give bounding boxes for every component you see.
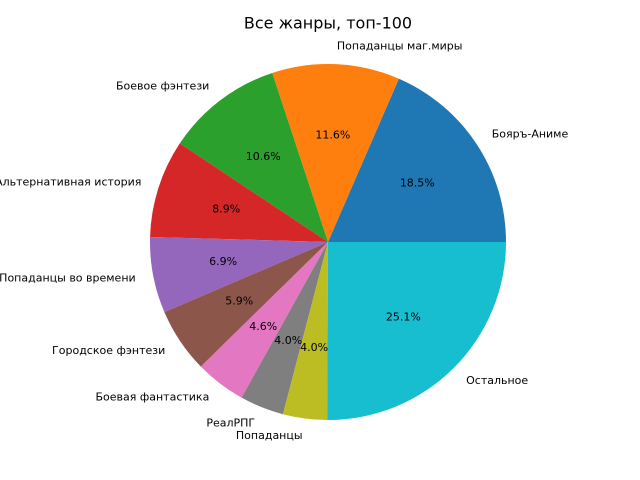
slice-label: Бояръ-Аниме [492,128,569,141]
slice-label: Попаданцы во времени [0,272,136,285]
slice-label: Боевая фантастика [95,391,209,404]
slice-label: Альтернативная история [0,176,141,189]
pie-slice [282,242,328,420]
pie-slice [150,236,328,313]
pie-slice [164,242,328,367]
pie-slice [150,143,328,242]
slice-label: Боевое фэнтези [116,79,209,92]
value-label: 5.9% [225,294,253,307]
slice-label: Остальное [466,374,528,387]
pie-slice [241,242,328,415]
pie-slice [328,78,506,242]
pie-slice [327,242,506,420]
value-label: 4.0% [274,334,302,347]
value-label: 25.1% [386,311,421,324]
slice-label: Городское фэнтези [52,344,165,357]
value-label: 6.9% [209,255,237,268]
chart-title: Все жанры, топ-100 [244,14,412,33]
pie-slice [272,63,399,243]
value-label: 8.9% [212,203,240,216]
value-label: 10.6% [246,150,281,163]
value-label: 4.0% [300,341,328,354]
slice-label: Попаданцы [236,429,303,442]
value-label: 18.5% [400,176,435,189]
value-label: 11.6% [315,128,350,141]
pie-slice [179,72,328,242]
slice-label: РеалРПГ [206,417,255,430]
value-label: 4.6% [249,320,277,333]
pie-slice [200,242,328,398]
slice-label: Попаданцы маг.миры [337,39,463,52]
